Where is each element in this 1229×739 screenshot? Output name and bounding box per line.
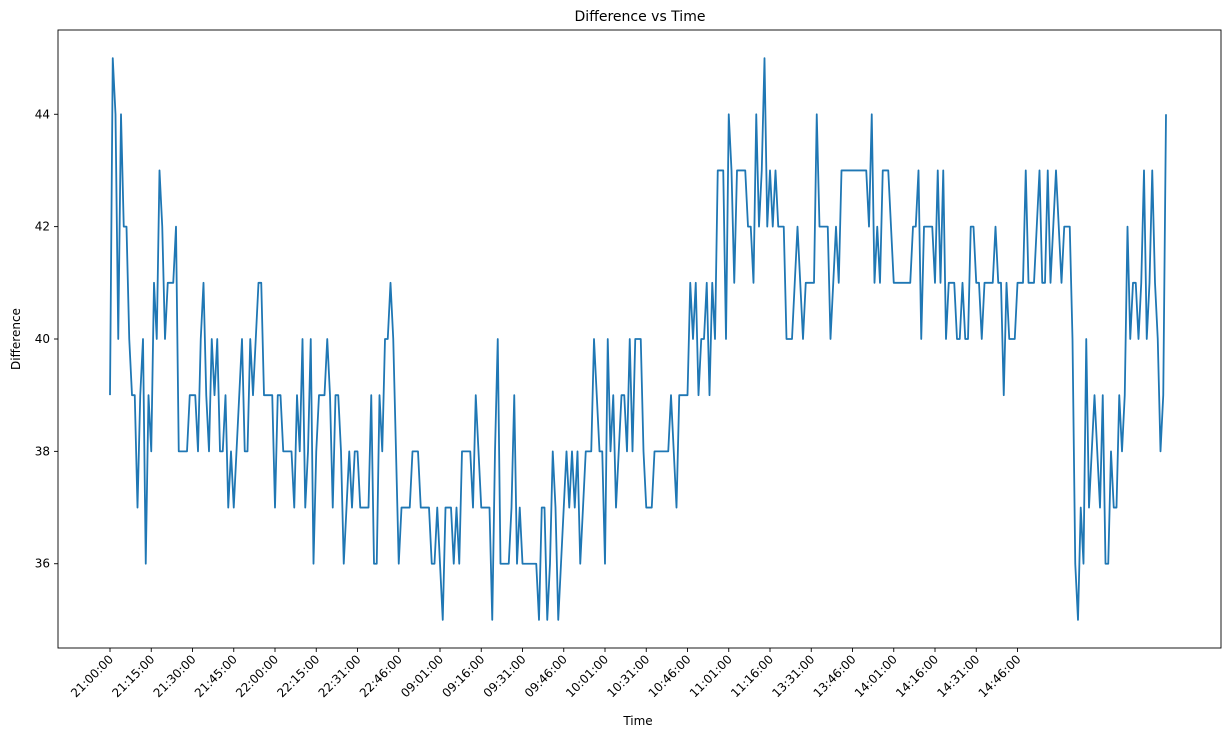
y-tick-label: 40 xyxy=(35,332,50,346)
chart-title: Difference vs Time xyxy=(575,9,706,25)
x-axis-label: Time xyxy=(622,714,652,728)
y-tick-label: 42 xyxy=(35,220,50,234)
plot-frame xyxy=(57,29,1222,649)
y-axis-ticks: 36 38 40 42 44 xyxy=(35,107,58,571)
y-tick-label: 38 xyxy=(35,444,50,458)
series-line xyxy=(109,57,1167,621)
y-tick-label: 44 xyxy=(35,107,50,121)
y-tick-label: 36 xyxy=(35,557,50,571)
y-axis-label: Difference xyxy=(9,308,23,370)
